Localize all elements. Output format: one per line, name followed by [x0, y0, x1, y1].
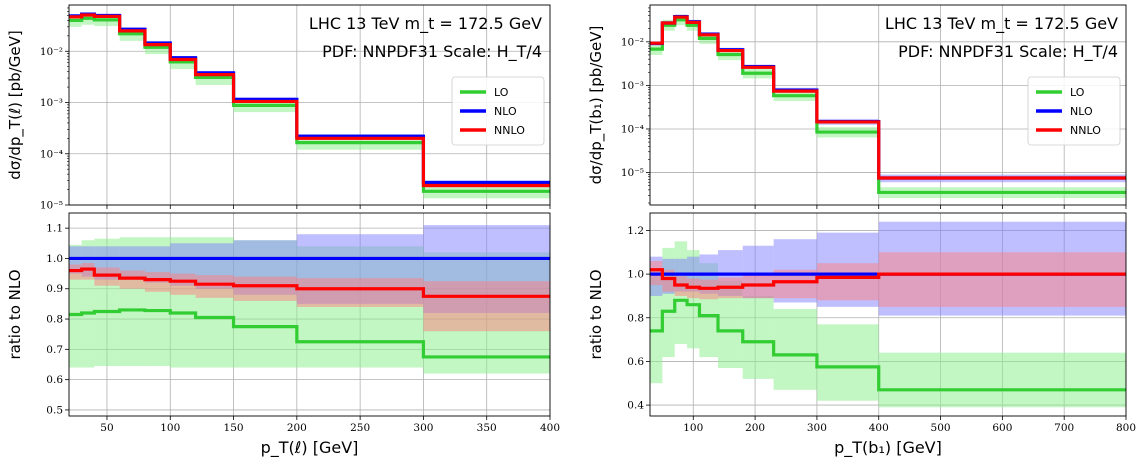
y-tick-label: 10⁻⁴	[40, 148, 63, 160]
y-tick-label: 10⁻⁵	[621, 167, 644, 179]
x-tick-label: 400	[540, 422, 560, 434]
panel-left-top: 10⁻⁵ 10⁻⁴ 10⁻³ 10⁻² dσ/dp_T(ℓ) [pb/GeV] LHC 1…	[6, 4, 551, 212]
band-nnlo	[423, 281, 550, 332]
band-nnlo	[195, 275, 234, 298]
x-axis-label: p_T(ℓ) [GeV]	[261, 438, 359, 458]
x-tick-label: 250	[350, 422, 370, 434]
y-tick-label: 1.1	[46, 223, 63, 235]
y-tick-label: 10⁻³	[40, 97, 63, 109]
legend-label-nnlo: NNLO	[1070, 124, 1101, 137]
y-tick-label: 1.2	[627, 225, 644, 237]
legend-label-nlo: NLO	[494, 105, 517, 118]
band-lo	[742, 295, 774, 379]
line-lo	[69, 308, 550, 359]
legend: LO NLO NNLO	[451, 76, 545, 146]
y-tick-label: 0.5	[46, 404, 63, 416]
y-axis-label: dσ/dp_T(ℓ) [pb/GeV]	[6, 30, 25, 179]
x-tick-label: 800	[1116, 422, 1136, 434]
axes-frame	[649, 212, 1127, 417]
x-tick-label: 350	[477, 422, 497, 434]
x-tick-label: 300	[807, 422, 827, 434]
y-tick-label: 0.4	[627, 400, 644, 412]
y-tick-label: 0.6	[627, 356, 644, 368]
y-axis-label: dσ/dp_T(b₁) [pb/GeV]	[587, 26, 606, 185]
x-tick-label: 100	[683, 422, 703, 434]
y-tick-label: 1.0	[46, 253, 63, 265]
x-tick-label: 200	[287, 422, 307, 434]
legend-box	[451, 76, 545, 146]
y-tick-label: 1.0	[627, 269, 644, 281]
band-nnlo	[170, 273, 196, 295]
y-tick-label: 0.7	[46, 344, 63, 356]
panel-right-top: 10⁻⁵ 10⁻⁴ 10⁻³ 10⁻² dσ/dp_T(b₁) [pb/GeV] LHC …	[587, 4, 1127, 209]
line-lo	[650, 298, 1126, 392]
band-lo	[816, 324, 879, 401]
y-tick-label: 0.6	[46, 374, 63, 386]
legend: LO NLO NNLO	[1027, 76, 1121, 146]
annotation-title: LHC 13 TeV m_t = 172.5 GeV	[885, 14, 1118, 34]
legend-label-nlo: NLO	[1070, 105, 1093, 118]
line-nnlo	[650, 268, 1126, 290]
annotation-subtitle: PDF: NNPDF31 Scale: H_T/4	[322, 42, 542, 62]
panel-left-bottom: 0.5 0.6 0.7 0.8 0.9 1.0 1.1 50 100 150 200 250 300 35…	[6, 212, 560, 458]
y-tick-label: 10⁻⁴	[621, 123, 644, 135]
legend-label-nnlo: NNLO	[494, 124, 525, 137]
band-nnlo	[144, 272, 171, 292]
x-axis-label: p_T(b₁) [GeV]	[834, 438, 942, 458]
series-group	[650, 14, 1126, 199]
legend-label-lo: LO	[494, 86, 509, 99]
legend-box	[1027, 76, 1121, 146]
series-group	[69, 225, 550, 374]
x-tick-label: 500	[931, 422, 951, 434]
x-tick-label: 100	[160, 422, 180, 434]
y-tick-label: 10⁻²	[621, 36, 644, 48]
band-lo	[878, 352, 1126, 408]
x-tick-label: 150	[224, 422, 244, 434]
y-tick-label: 0.8	[46, 314, 63, 326]
y-axis-label: ratio to NLO	[6, 269, 24, 359]
line-nnlo	[69, 13, 550, 188]
axes-frame	[68, 212, 551, 417]
band-nnlo	[233, 276, 297, 301]
y-tick-label: 10⁻²	[40, 46, 63, 58]
band-nnlo	[296, 278, 424, 307]
annotation-title: LHC 13 TeV m_t = 172.5 GeV	[309, 14, 542, 34]
panel-right-bottom: 0.4 0.6 0.8 1.0 1.2 100 200 300 400 500 600 700 800 r…	[587, 212, 1136, 458]
x-tick-label: 50	[100, 422, 113, 434]
axes-frame	[649, 4, 1127, 206]
line-nnlo	[69, 267, 550, 298]
x-tick-label: 400	[869, 422, 889, 434]
annotation-subtitle: PDF: NNPDF31 Scale: H_T/4	[898, 42, 1118, 62]
band-nnlo	[81, 262, 95, 280]
y-axis-label: ratio to NLO	[587, 269, 605, 359]
x-tick-label: 200	[745, 422, 765, 434]
y-tick-label: 0.9	[46, 283, 63, 295]
band-lo	[773, 309, 817, 390]
line-nnlo	[650, 15, 1126, 180]
series-group	[69, 12, 550, 199]
y-tick-label: 0.8	[627, 312, 644, 324]
band-nnlo	[816, 263, 879, 301]
legend-label-lo: LO	[1070, 86, 1085, 99]
y-tick-label: 10⁻³	[621, 80, 644, 92]
band-nnlo	[878, 252, 1126, 307]
x-tick-label: 700	[1054, 422, 1074, 434]
x-tick-label: 300	[413, 422, 433, 434]
series-group	[650, 221, 1126, 408]
x-tick-label: 600	[992, 422, 1012, 434]
y-tick-label: 10⁻⁵	[40, 200, 63, 212]
